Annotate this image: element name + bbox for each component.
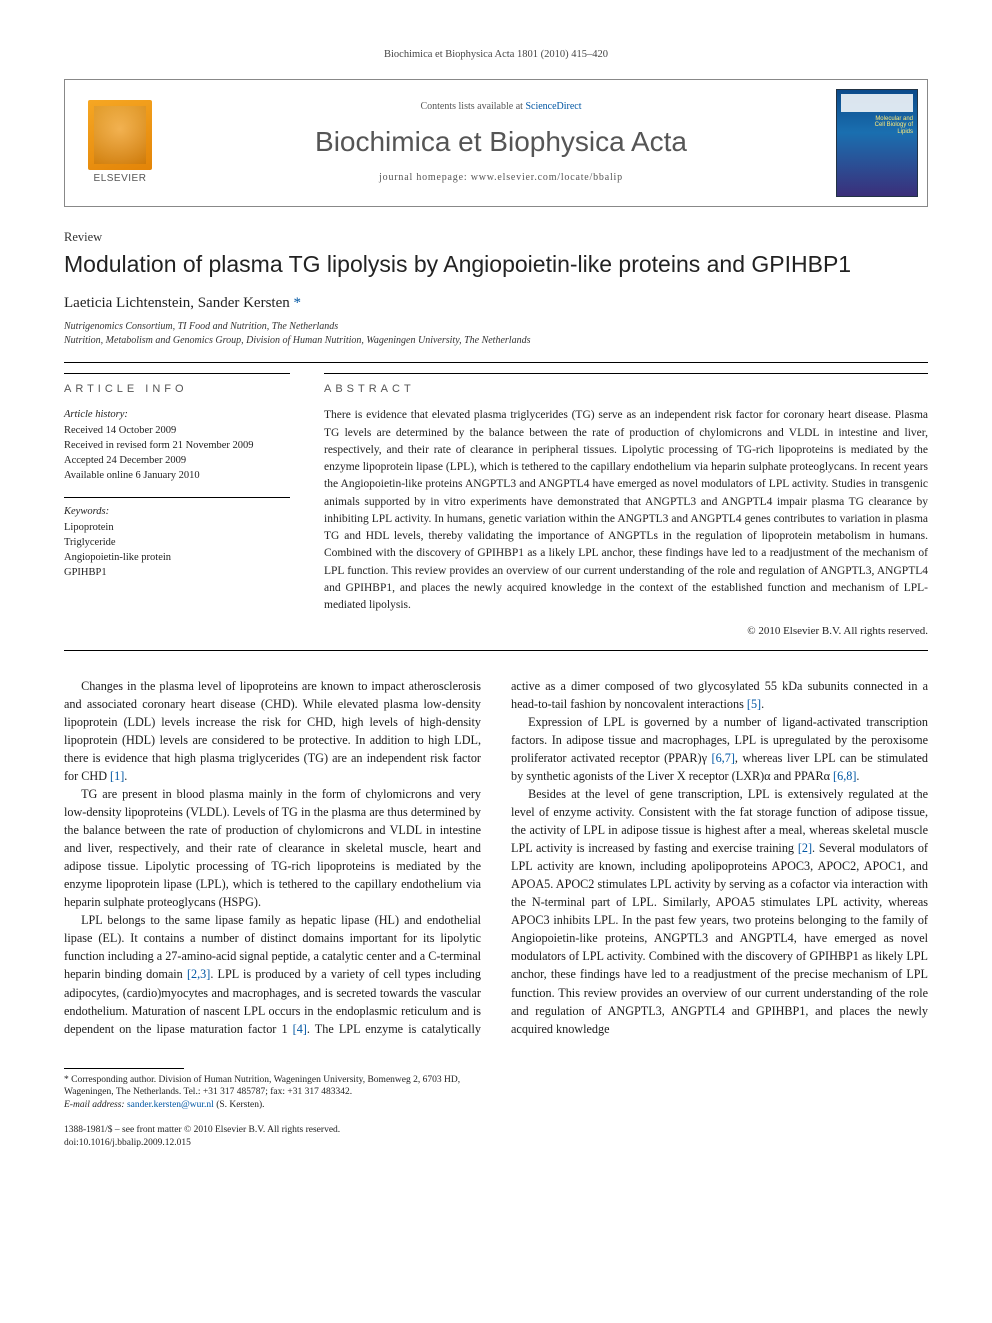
divider: [64, 497, 290, 498]
abstract-text: There is evidence that elevated plasma t…: [324, 407, 928, 614]
copyright-block: 1388-1981/$ – see front matter © 2010 El…: [64, 1124, 479, 1150]
body-text: Changes in the plasma level of lipoprote…: [64, 677, 928, 1038]
para-4: Expression of LPL is governed by a numbe…: [511, 713, 928, 785]
author-list: Laeticia Lichtenstein, Sander Kersten *: [64, 293, 928, 314]
corr-email-line: E-mail address: sander.kersten@wur.nl (S…: [64, 1099, 479, 1112]
corresponding-author-footnote: * Corresponding author. Division of Huma…: [64, 1074, 479, 1112]
history-revised: Received in revised form 21 November 200…: [64, 438, 290, 453]
divider: [64, 362, 928, 363]
cite-2-3[interactable]: [2,3]: [187, 967, 210, 981]
corr-author-text: * Corresponding author. Division of Huma…: [64, 1074, 479, 1100]
abstract-copyright: © 2010 Elsevier B.V. All rights reserved…: [324, 624, 928, 639]
divider: [64, 373, 290, 374]
homepage-url[interactable]: www.elsevier.com/locate/bbalip: [471, 172, 623, 183]
affil-2: Nutrition, Metabolism and Genomics Group…: [64, 334, 928, 348]
homepage-line: journal homepage: www.elsevier.com/locat…: [379, 171, 623, 185]
keyword-2: Triglyceride: [64, 535, 290, 550]
affiliations: Nutrigenomics Consortium, TI Food and Nu…: [64, 320, 928, 348]
cite-1[interactable]: [1]: [110, 769, 124, 783]
cite-6-8[interactable]: [6,8]: [833, 769, 856, 783]
doi-line: doi:10.1016/j.bbalip.2009.12.015: [64, 1137, 479, 1150]
email-suffix: (S. Kersten).: [214, 1100, 265, 1110]
keyword-4: GPIHBP1: [64, 565, 290, 580]
contents-prefix: Contents lists available at: [420, 101, 525, 112]
history-head: Article history:: [64, 407, 290, 422]
cover-subtitle: Molecular and Cell Biology of Lipids: [869, 116, 913, 136]
homepage-prefix: journal homepage:: [379, 172, 471, 183]
info-abstract-row: article info Article history: Received 1…: [64, 373, 928, 640]
cite-5[interactable]: [5]: [747, 697, 761, 711]
email-label: E-mail address:: [64, 1100, 127, 1110]
abstract-column: abstract There is evidence that elevated…: [324, 373, 928, 640]
article-history: Article history: Received 14 October 200…: [64, 407, 290, 483]
footnote-column: * Corresponding author. Division of Huma…: [64, 1050, 479, 1150]
para-1: Changes in the plasma level of lipoprote…: [64, 677, 481, 785]
divider: [324, 373, 928, 374]
cite-4[interactable]: [4]: [293, 1022, 307, 1036]
para-2: TG are present in blood plasma mainly in…: [64, 785, 481, 911]
issn-line: 1388-1981/$ – see front matter © 2010 El…: [64, 1124, 479, 1137]
article-title: Modulation of plasma TG lipolysis by Ang…: [64, 250, 928, 279]
contents-line: Contents lists available at ScienceDirec…: [420, 100, 581, 114]
page-container: Biochimica et Biophysica Acta 1801 (2010…: [0, 0, 992, 1182]
elsevier-tree-icon: [88, 100, 152, 170]
footnote-rule: [64, 1068, 184, 1069]
history-received: Received 14 October 2009: [64, 423, 290, 438]
affil-1: Nutrigenomics Consortium, TI Food and Nu…: [64, 320, 928, 334]
keywords-head: Keywords:: [64, 504, 290, 519]
authors-text: Laeticia Lichtenstein, Sander Kersten: [64, 295, 294, 311]
keyword-3: Angiopoietin-like protein: [64, 550, 290, 565]
keyword-1: Lipoprotein: [64, 520, 290, 535]
article-info-label: article info: [64, 382, 290, 397]
corresponding-mark-icon: *: [294, 295, 302, 311]
masthead-center: Contents lists available at ScienceDirec…: [175, 80, 827, 206]
cite-2[interactable]: [2]: [798, 841, 812, 855]
sciencedirect-link[interactable]: ScienceDirect: [525, 101, 581, 112]
running-header: Biochimica et Biophysica Acta 1801 (2010…: [64, 48, 928, 63]
footer-row: * Corresponding author. Division of Huma…: [64, 1050, 928, 1150]
cite-6-7[interactable]: [6,7]: [712, 751, 735, 765]
journal-cover-icon: Molecular and Cell Biology of Lipids: [836, 89, 918, 197]
masthead: ELSEVIER Contents lists available at Sci…: [64, 79, 928, 207]
cover-thumb-block: Molecular and Cell Biology of Lipids: [827, 80, 927, 206]
para-5: Besides at the level of gene transcripti…: [511, 785, 928, 1038]
journal-title: Biochimica et Biophysica Acta: [315, 122, 687, 161]
history-online: Available online 6 January 2010: [64, 468, 290, 483]
abstract-label: abstract: [324, 382, 928, 397]
article-type: Review: [64, 229, 928, 247]
keywords-block: Keywords: Lipoprotein Triglyceride Angio…: [64, 504, 290, 580]
article-info-column: article info Article history: Received 1…: [64, 373, 290, 640]
publisher-logo-block: ELSEVIER: [65, 80, 175, 206]
publisher-name: ELSEVIER: [94, 172, 147, 186]
history-accepted: Accepted 24 December 2009: [64, 453, 290, 468]
divider: [64, 650, 928, 651]
email-link[interactable]: sander.kersten@wur.nl: [127, 1100, 214, 1110]
